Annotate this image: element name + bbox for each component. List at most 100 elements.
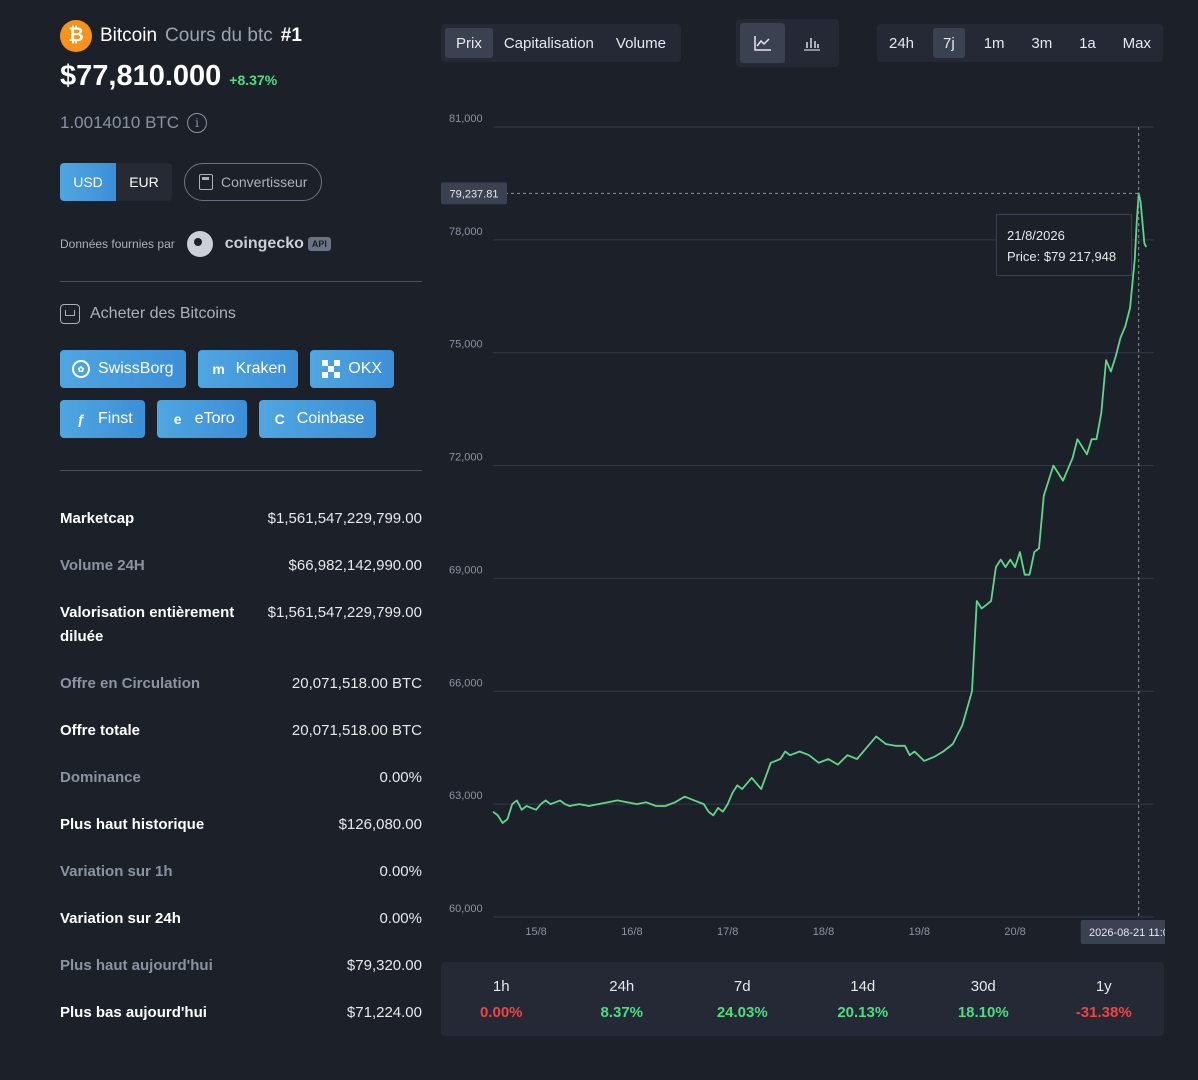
tab-volume[interactable]: Volume — [615, 34, 666, 52]
change-value: 18.10% — [957, 1003, 1009, 1021]
y-tick-label: 69,000 — [449, 564, 483, 576]
kraken-icon: m — [212, 361, 225, 377]
data-provider: Données fournies par coingecko API — [60, 231, 422, 257]
stat-row: Variation sur 1h 0.00% — [60, 852, 422, 899]
chart-tooltip: 21/8/2026 Price: $79 217,948 — [996, 214, 1132, 276]
change-value: 0.00% — [479, 1003, 523, 1021]
price-change: +8.37% — [229, 72, 278, 88]
stat-label: Plus haut historique — [60, 816, 205, 833]
stat-value: $126,080.00 — [338, 816, 422, 833]
stat-value: $71,224.00 — [346, 1004, 422, 1021]
converter-button[interactable]: Convertisseur — [184, 163, 323, 201]
exchange-finst-button[interactable]: ƒ Finst — [60, 400, 145, 438]
buy-section-title: Acheter des Bitcoins — [60, 304, 422, 324]
change-period: 24h — [609, 977, 635, 995]
divider — [60, 470, 422, 471]
bar-chart-icon — [803, 38, 820, 51]
stat-value: 20,071,518.00 BTC — [291, 722, 422, 739]
range-24h[interactable]: 24h — [889, 34, 915, 52]
btc-amount-value: 1.0014010 BTC — [60, 113, 180, 132]
stat-value: $1,561,547,229,799.00 — [267, 510, 422, 527]
info-icon[interactable]: i — [187, 113, 208, 133]
provider-name[interactable]: coingecko — [224, 235, 304, 252]
converter-label: Convertisseur — [221, 174, 308, 190]
crosshair-time-label-bg — [1080, 920, 1165, 944]
stat-value: 0.00% — [379, 910, 422, 927]
stat-label: Valorisation entièrement diluée — [60, 604, 235, 645]
stat-label: Variation sur 24h — [60, 910, 181, 927]
coin-rank: #1 — [280, 25, 302, 46]
exchange-label: SwissBorg — [98, 360, 174, 377]
buy-title-label: Acheter des Bitcoins — [90, 305, 236, 322]
crosshair-price-label: 79,237.81 — [450, 188, 499, 200]
change-1y: 1y -31.38% — [1049, 978, 1159, 1021]
calculator-icon — [199, 174, 213, 190]
stat-value: $1,561,547,229,799.00 — [267, 604, 422, 621]
change-value: 24.03% — [716, 1003, 768, 1021]
line-chart-icon — [753, 36, 771, 51]
range-1a[interactable]: 1a — [1079, 34, 1096, 52]
stat-row: Valorisation entièrement diluée $1,561,54… — [60, 593, 422, 664]
stat-row: Plus bas aujourd'hui $71,224.00 — [60, 993, 422, 1040]
exchange-label: eToro — [194, 410, 235, 427]
stat-row: Offre en Circulation 20,071,518.00 BTC — [60, 664, 422, 711]
line-chart-button[interactable] — [740, 23, 785, 63]
y-tick-label: 66,000 — [449, 677, 483, 689]
x-tick-label: 19/8 — [909, 926, 930, 938]
x-tick-label: 18/8 — [813, 926, 834, 938]
exchange-swissborg-button[interactable]: ✿ SwissBorg — [60, 350, 186, 388]
change-value: -31.38% — [1075, 1003, 1132, 1021]
exchange-label: Finst — [98, 410, 133, 427]
price-changes-bar: 1h 0.00% 24h 8.37% 7d 24.03% 14d 20.13% 30d 1… — [441, 962, 1164, 1036]
stat-row: Marketcap $1,561,547,229,799.00 — [60, 499, 422, 546]
coinbase-icon: C — [274, 411, 285, 427]
change-7d: 7d 24.03% — [687, 978, 797, 1021]
exchange-okx-button[interactable]: OKX — [310, 350, 395, 388]
y-tick-label: 72,000 — [449, 452, 483, 464]
range-3m[interactable]: 3m — [1031, 34, 1053, 52]
change-period: 14d — [850, 977, 876, 995]
stat-value: $79,320.00 — [346, 957, 422, 974]
bar-chart-button[interactable] — [789, 23, 834, 63]
stat-value: 20,071,518.00 BTC — [291, 675, 422, 692]
change-period: 7d — [733, 977, 751, 995]
price-line — [492, 192, 1148, 824]
btc-amount: 1.0014010 BTC i — [60, 113, 422, 133]
range-1m[interactable]: 1m — [983, 34, 1005, 52]
y-tick-label: 78,000 — [449, 226, 483, 238]
range-7j[interactable]: 7j — [932, 28, 965, 58]
chart-view-toggle — [736, 19, 839, 67]
currency-toggle: USD EUR — [60, 163, 172, 201]
tab-prix[interactable]: Prix — [445, 28, 493, 58]
y-tick-label: 63,000 — [449, 790, 483, 802]
exchange-list: ✿ SwissBorg m Kraken OKX ƒ Finst e eToro… — [60, 350, 400, 438]
exchange-kraken-button[interactable]: m Kraken — [197, 350, 299, 388]
tab-capitalisation[interactable]: Capitalisation — [503, 34, 594, 52]
stat-row: Dominance 0.00% — [60, 758, 422, 805]
exchange-label: OKX — [348, 360, 383, 377]
price-chart-svg[interactable]: 60,000 63,000 66,000 69,000 72,000 75,000 78,0… — [441, 110, 1165, 950]
divider — [60, 281, 422, 282]
tooltip-date: 21/8/2026 — [1007, 228, 1065, 243]
change-value: 20.13% — [837, 1003, 889, 1021]
exchange-label: Kraken — [235, 360, 287, 377]
change-period: 1h — [492, 977, 510, 995]
stat-value: $66,982,142,990.00 — [288, 557, 422, 574]
x-tick-label: 15/8 — [525, 926, 546, 938]
usd-button[interactable]: USD — [60, 163, 116, 201]
stat-row: Offre totale 20,071,518.00 BTC — [60, 711, 422, 758]
stat-row: Variation sur 24h 0.00% — [60, 899, 422, 946]
range-max[interactable]: Max — [1122, 34, 1151, 52]
stats-table: Marketcap $1,561,547,229,799.00 Volume 24… — [60, 499, 422, 1040]
y-tick-label: 81,000 — [449, 113, 483, 125]
eur-button[interactable]: EUR — [116, 163, 172, 201]
change-period: 30d — [970, 977, 996, 995]
tooltip-price: Price: $79 217,948 — [1007, 249, 1117, 264]
price-chart[interactable]: 60,000 63,000 66,000 69,000 72,000 75,000 78,0… — [441, 110, 1165, 950]
stat-label: Dominance — [60, 769, 141, 786]
metric-tabs: Prix Capitalisation Volume — [441, 24, 681, 62]
exchange-etoro-button[interactable]: e eToro — [156, 400, 247, 438]
stat-row: Plus haut historique $126,080.00 — [60, 805, 422, 852]
exchange-coinbase-button[interactable]: C Coinbase — [258, 400, 377, 438]
stat-label: Volume 24H — [60, 557, 145, 574]
